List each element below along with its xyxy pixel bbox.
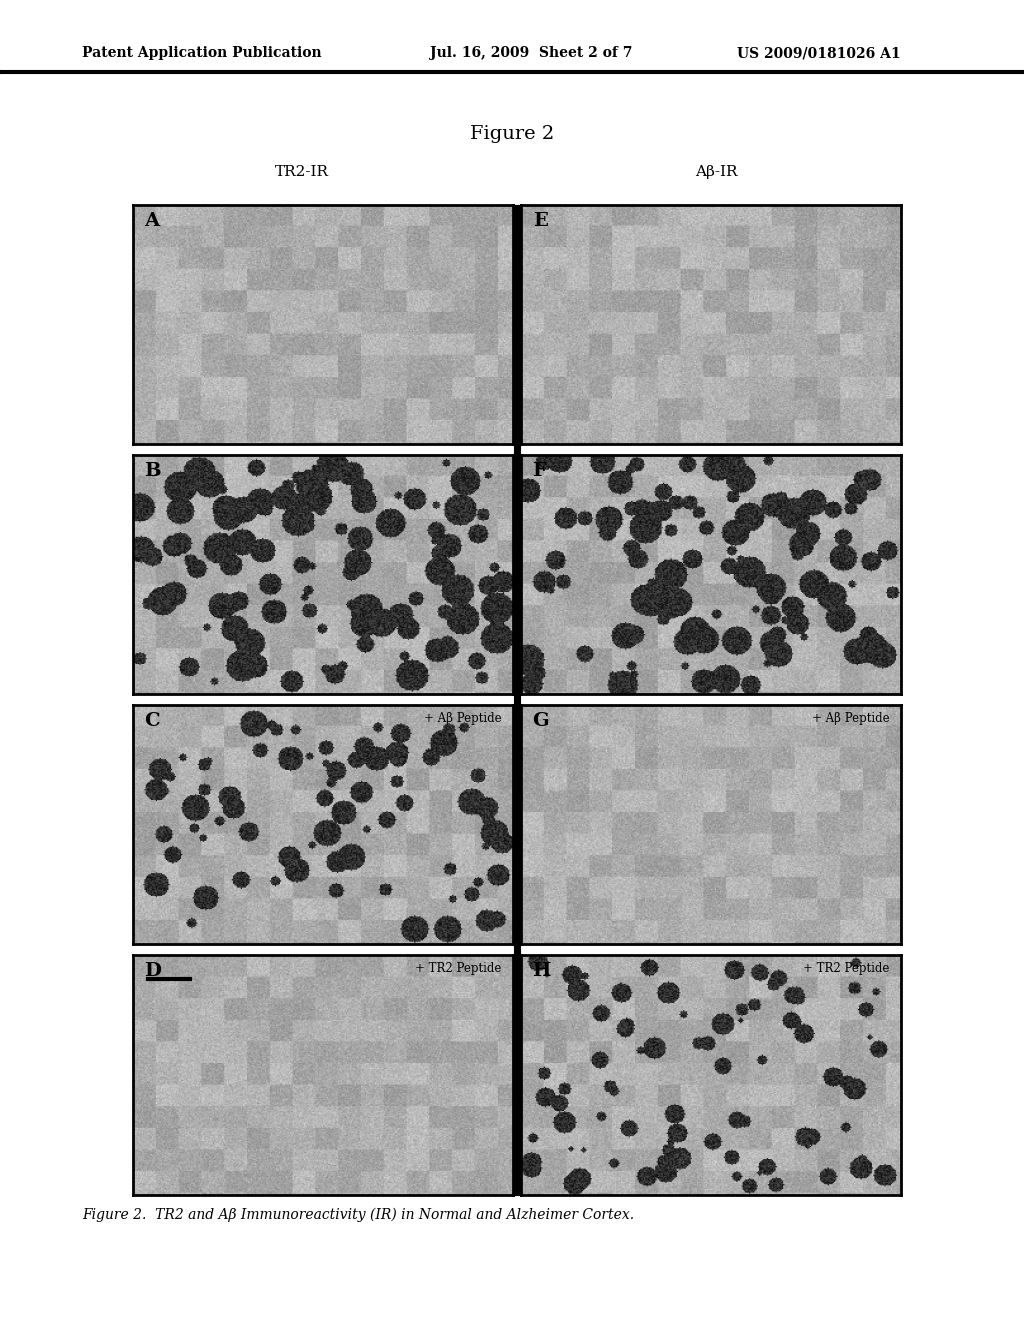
Text: A: A (144, 211, 160, 230)
Text: Patent Application Publication: Patent Application Publication (82, 46, 322, 61)
Text: D: D (144, 962, 162, 981)
Text: + TR2 Peptide: + TR2 Peptide (804, 962, 890, 975)
Text: Aβ-IR: Aβ-IR (695, 165, 738, 180)
Text: Jul. 16, 2009  Sheet 2 of 7: Jul. 16, 2009 Sheet 2 of 7 (430, 46, 633, 61)
Text: F: F (532, 462, 547, 480)
Text: + Aβ Peptide: + Aβ Peptide (812, 711, 890, 725)
Text: C: C (144, 711, 160, 730)
Text: US 2009/0181026 A1: US 2009/0181026 A1 (737, 46, 901, 61)
Text: + TR2 Peptide: + TR2 Peptide (416, 962, 502, 975)
Text: Figure 2.  TR2 and Aβ Immunoreactivity (IR) in Normal and Alzheimer Cortex.: Figure 2. TR2 and Aβ Immunoreactivity (I… (82, 1208, 634, 1222)
Text: Figure 2: Figure 2 (470, 125, 554, 144)
Text: B: B (144, 462, 161, 480)
Text: E: E (532, 211, 548, 230)
Text: + Aβ Peptide: + Aβ Peptide (424, 711, 502, 725)
Text: H: H (532, 962, 551, 981)
Text: TR2-IR: TR2-IR (275, 165, 329, 180)
Text: G: G (532, 711, 549, 730)
